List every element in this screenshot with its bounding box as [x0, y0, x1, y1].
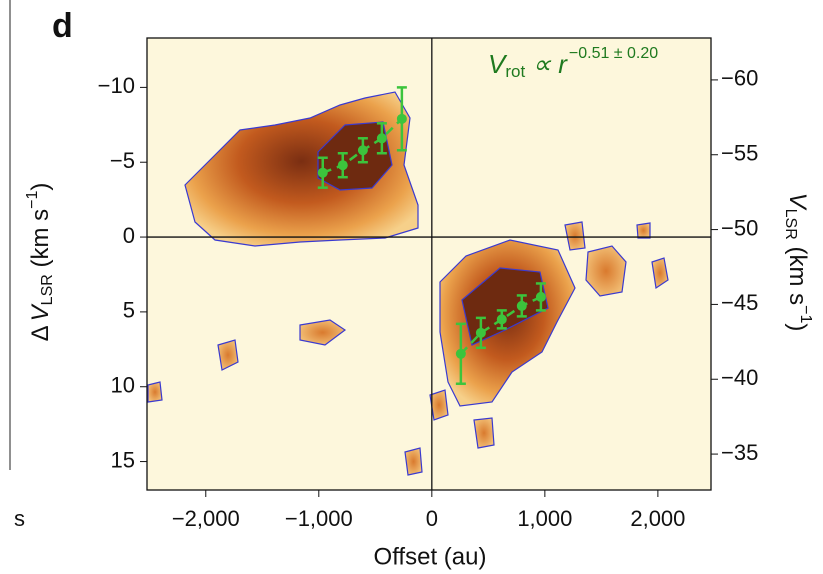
x-tick-label: 1,000	[517, 506, 572, 531]
emission-blob	[217, 339, 239, 371]
y2-label-part: −1	[797, 305, 814, 323]
y-tick-label: 15	[111, 447, 135, 472]
point	[396, 113, 407, 124]
point	[357, 145, 368, 156]
emission-blob	[147, 381, 163, 403]
x-tick-label: 2,000	[630, 506, 685, 531]
y-label-part: )	[27, 183, 54, 191]
x-axis-label: Offset (au)	[374, 543, 487, 570]
y-tick-label: −10	[98, 73, 135, 98]
point	[455, 348, 466, 359]
y-tick-label: 10	[111, 373, 135, 398]
emission-blob	[651, 257, 669, 290]
x-tick-label: −1,000	[285, 506, 353, 531]
annotation-part: V	[488, 49, 508, 79]
emission-blob	[564, 221, 586, 251]
point	[337, 160, 348, 171]
y2-tick-label: −60	[721, 66, 758, 91]
y-axis-label: ΔVLSR (km s−1)	[24, 183, 56, 342]
y-label-part: (km s	[27, 209, 54, 274]
y-tick-label: 5	[123, 298, 135, 323]
y2-label-part: LSR	[782, 209, 799, 240]
point	[535, 291, 546, 302]
plot-frame	[146, 37, 712, 491]
annotation-part: rot	[505, 62, 525, 81]
y2-tick-label: −55	[721, 141, 758, 166]
y-label-part: Δ	[27, 325, 54, 341]
y-label-part: −1	[24, 191, 41, 209]
point	[516, 300, 527, 311]
annotation-part: ∝ r	[525, 49, 568, 79]
emission-blob	[636, 222, 651, 239]
annotation: Vrot ∝ r −0.51 ± 0.20	[488, 45, 658, 81]
y-label-part: LSR	[39, 274, 56, 305]
y2-axis-label: VLSR (km s−1)	[782, 193, 814, 332]
y-tick-label: −5	[110, 148, 135, 173]
emission-blob	[473, 417, 495, 449]
emission-blob	[585, 245, 627, 297]
y2-label-part: (km s	[784, 240, 811, 305]
y2-label-part: )	[784, 323, 811, 331]
point	[475, 327, 486, 338]
panel-label: d	[52, 7, 73, 45]
point	[496, 314, 507, 325]
x-tick-label: −2,000	[172, 506, 240, 531]
y2-tick-label: −40	[721, 365, 758, 390]
annotation-part: −0.51 ± 0.20	[569, 45, 658, 62]
point	[317, 167, 328, 178]
y-label-part: V	[27, 303, 54, 321]
edge-text: s	[14, 506, 25, 531]
emission-core	[461, 267, 549, 346]
emission-blob	[429, 389, 449, 421]
emission-blob	[404, 447, 423, 476]
emission	[147, 91, 669, 476]
plot-area	[147, 38, 711, 490]
y2-tick-label: −50	[721, 215, 758, 240]
point	[376, 133, 387, 144]
y2-label-part: V	[784, 193, 811, 211]
y-tick-label: 0	[123, 223, 135, 248]
x-tick-label: 0	[426, 506, 438, 531]
y2-tick-label: −45	[721, 290, 758, 315]
y2-tick-label: −35	[721, 440, 758, 465]
emission-blob	[299, 319, 347, 346]
